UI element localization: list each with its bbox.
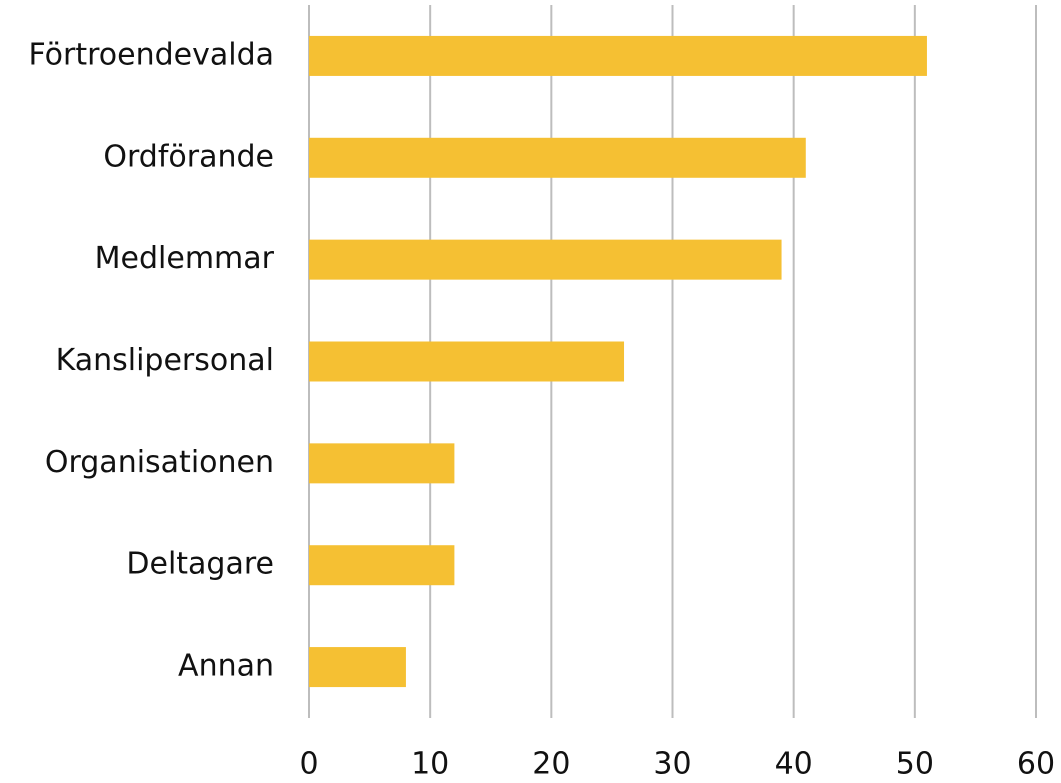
bar: [309, 137, 806, 178]
y-tick-label: Organisationen: [45, 445, 274, 480]
y-tick-label: Medlemmar: [95, 241, 275, 276]
bar: [309, 35, 927, 76]
bar: [309, 341, 625, 382]
y-tick-label: Förtroendevalda: [28, 37, 274, 72]
bar: [309, 239, 782, 280]
y-tick-label: Ordförande: [103, 139, 274, 174]
x-tick-label: 50: [896, 747, 934, 782]
x-tick-label: 10: [411, 747, 449, 782]
y-tick-label: Kanslipersonal: [56, 343, 274, 378]
bar: [309, 443, 455, 484]
x-tick-label: 20: [532, 747, 570, 782]
x-tick-label: 60: [1017, 747, 1055, 782]
x-tick-label: 0: [299, 747, 318, 782]
x-tick-label: 30: [653, 747, 691, 782]
y-tick-label: Deltagare: [126, 547, 274, 582]
bar: [309, 647, 406, 688]
bar: [309, 545, 455, 586]
y-tick-label: Annan: [178, 649, 274, 684]
x-tick-label: 40: [775, 747, 813, 782]
